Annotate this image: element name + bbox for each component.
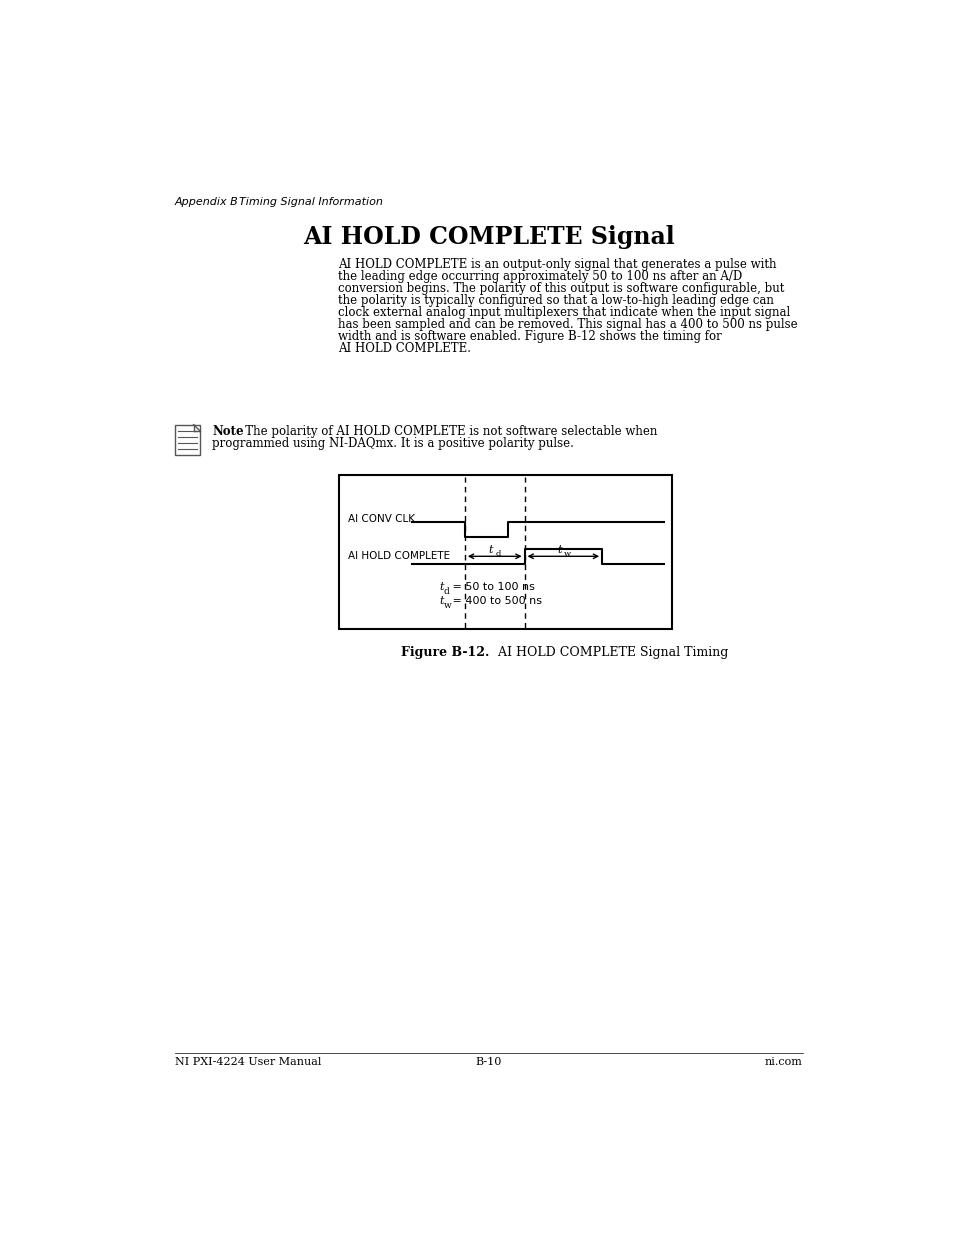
Text: = 50 to 100 ns: = 50 to 100 ns (449, 583, 535, 593)
Text: AI HOLD COMPLETE Signal Timing: AI HOLD COMPLETE Signal Timing (490, 646, 728, 659)
Text: AI HOLD COMPLETE Signal: AI HOLD COMPLETE Signal (303, 225, 674, 249)
Text: B-10: B-10 (476, 1057, 501, 1067)
Bar (338, 475, 671, 630)
Text: = 400 to 500 ns: = 400 to 500 ns (449, 597, 542, 606)
Text: Timing Signal Information: Timing Signal Information (239, 196, 383, 206)
Text: The polarity of AI HOLD COMPLETE is not software selectable when: The polarity of AI HOLD COMPLETE is not … (233, 425, 657, 437)
Text: w: w (443, 601, 452, 610)
Text: the leading edge occurring approximately 50 to 100 ns after an A/D: the leading edge occurring approximately… (337, 270, 741, 283)
Text: width and is software enabled. Figure B-12 shows the timing for: width and is software enabled. Figure B-… (337, 330, 720, 343)
Text: Note: Note (212, 425, 244, 437)
Text: the polarity is typically configured so that a low-to-high leading edge can: the polarity is typically configured so … (337, 294, 773, 308)
Text: t: t (439, 597, 443, 606)
Text: Appendix B: Appendix B (174, 196, 238, 206)
Text: conversion begins. The polarity of this output is software configurable, but: conversion begins. The polarity of this … (337, 282, 783, 295)
Text: clock external analog input multiplexers that indicate when the input signal: clock external analog input multiplexers… (337, 306, 789, 319)
Text: AI CONV CLK: AI CONV CLK (348, 514, 415, 524)
Text: t: t (439, 583, 443, 593)
Text: t: t (557, 545, 561, 555)
Text: d: d (443, 588, 449, 597)
Text: ni.com: ni.com (764, 1057, 802, 1067)
Text: AI HOLD COMPLETE is an output-only signal that generates a pulse with: AI HOLD COMPLETE is an output-only signa… (337, 258, 776, 272)
Text: t: t (488, 545, 493, 555)
Text: Figure B-12.: Figure B-12. (400, 646, 488, 659)
Bar (174, 425, 199, 456)
Text: has been sampled and can be removed. This signal has a 400 to 500 ns pulse: has been sampled and can be removed. Thi… (337, 317, 797, 331)
Text: d: d (495, 550, 500, 558)
Text: w: w (563, 550, 571, 558)
Text: programmed using NI-DAQmx. It is a positive polarity pulse.: programmed using NI-DAQmx. It is a posit… (212, 436, 574, 450)
Text: AI HOLD COMPLETE: AI HOLD COMPLETE (348, 551, 450, 561)
Text: NI PXI-4224 User Manual: NI PXI-4224 User Manual (174, 1057, 321, 1067)
Text: AI HOLD COMPLETE.: AI HOLD COMPLETE. (337, 342, 471, 354)
